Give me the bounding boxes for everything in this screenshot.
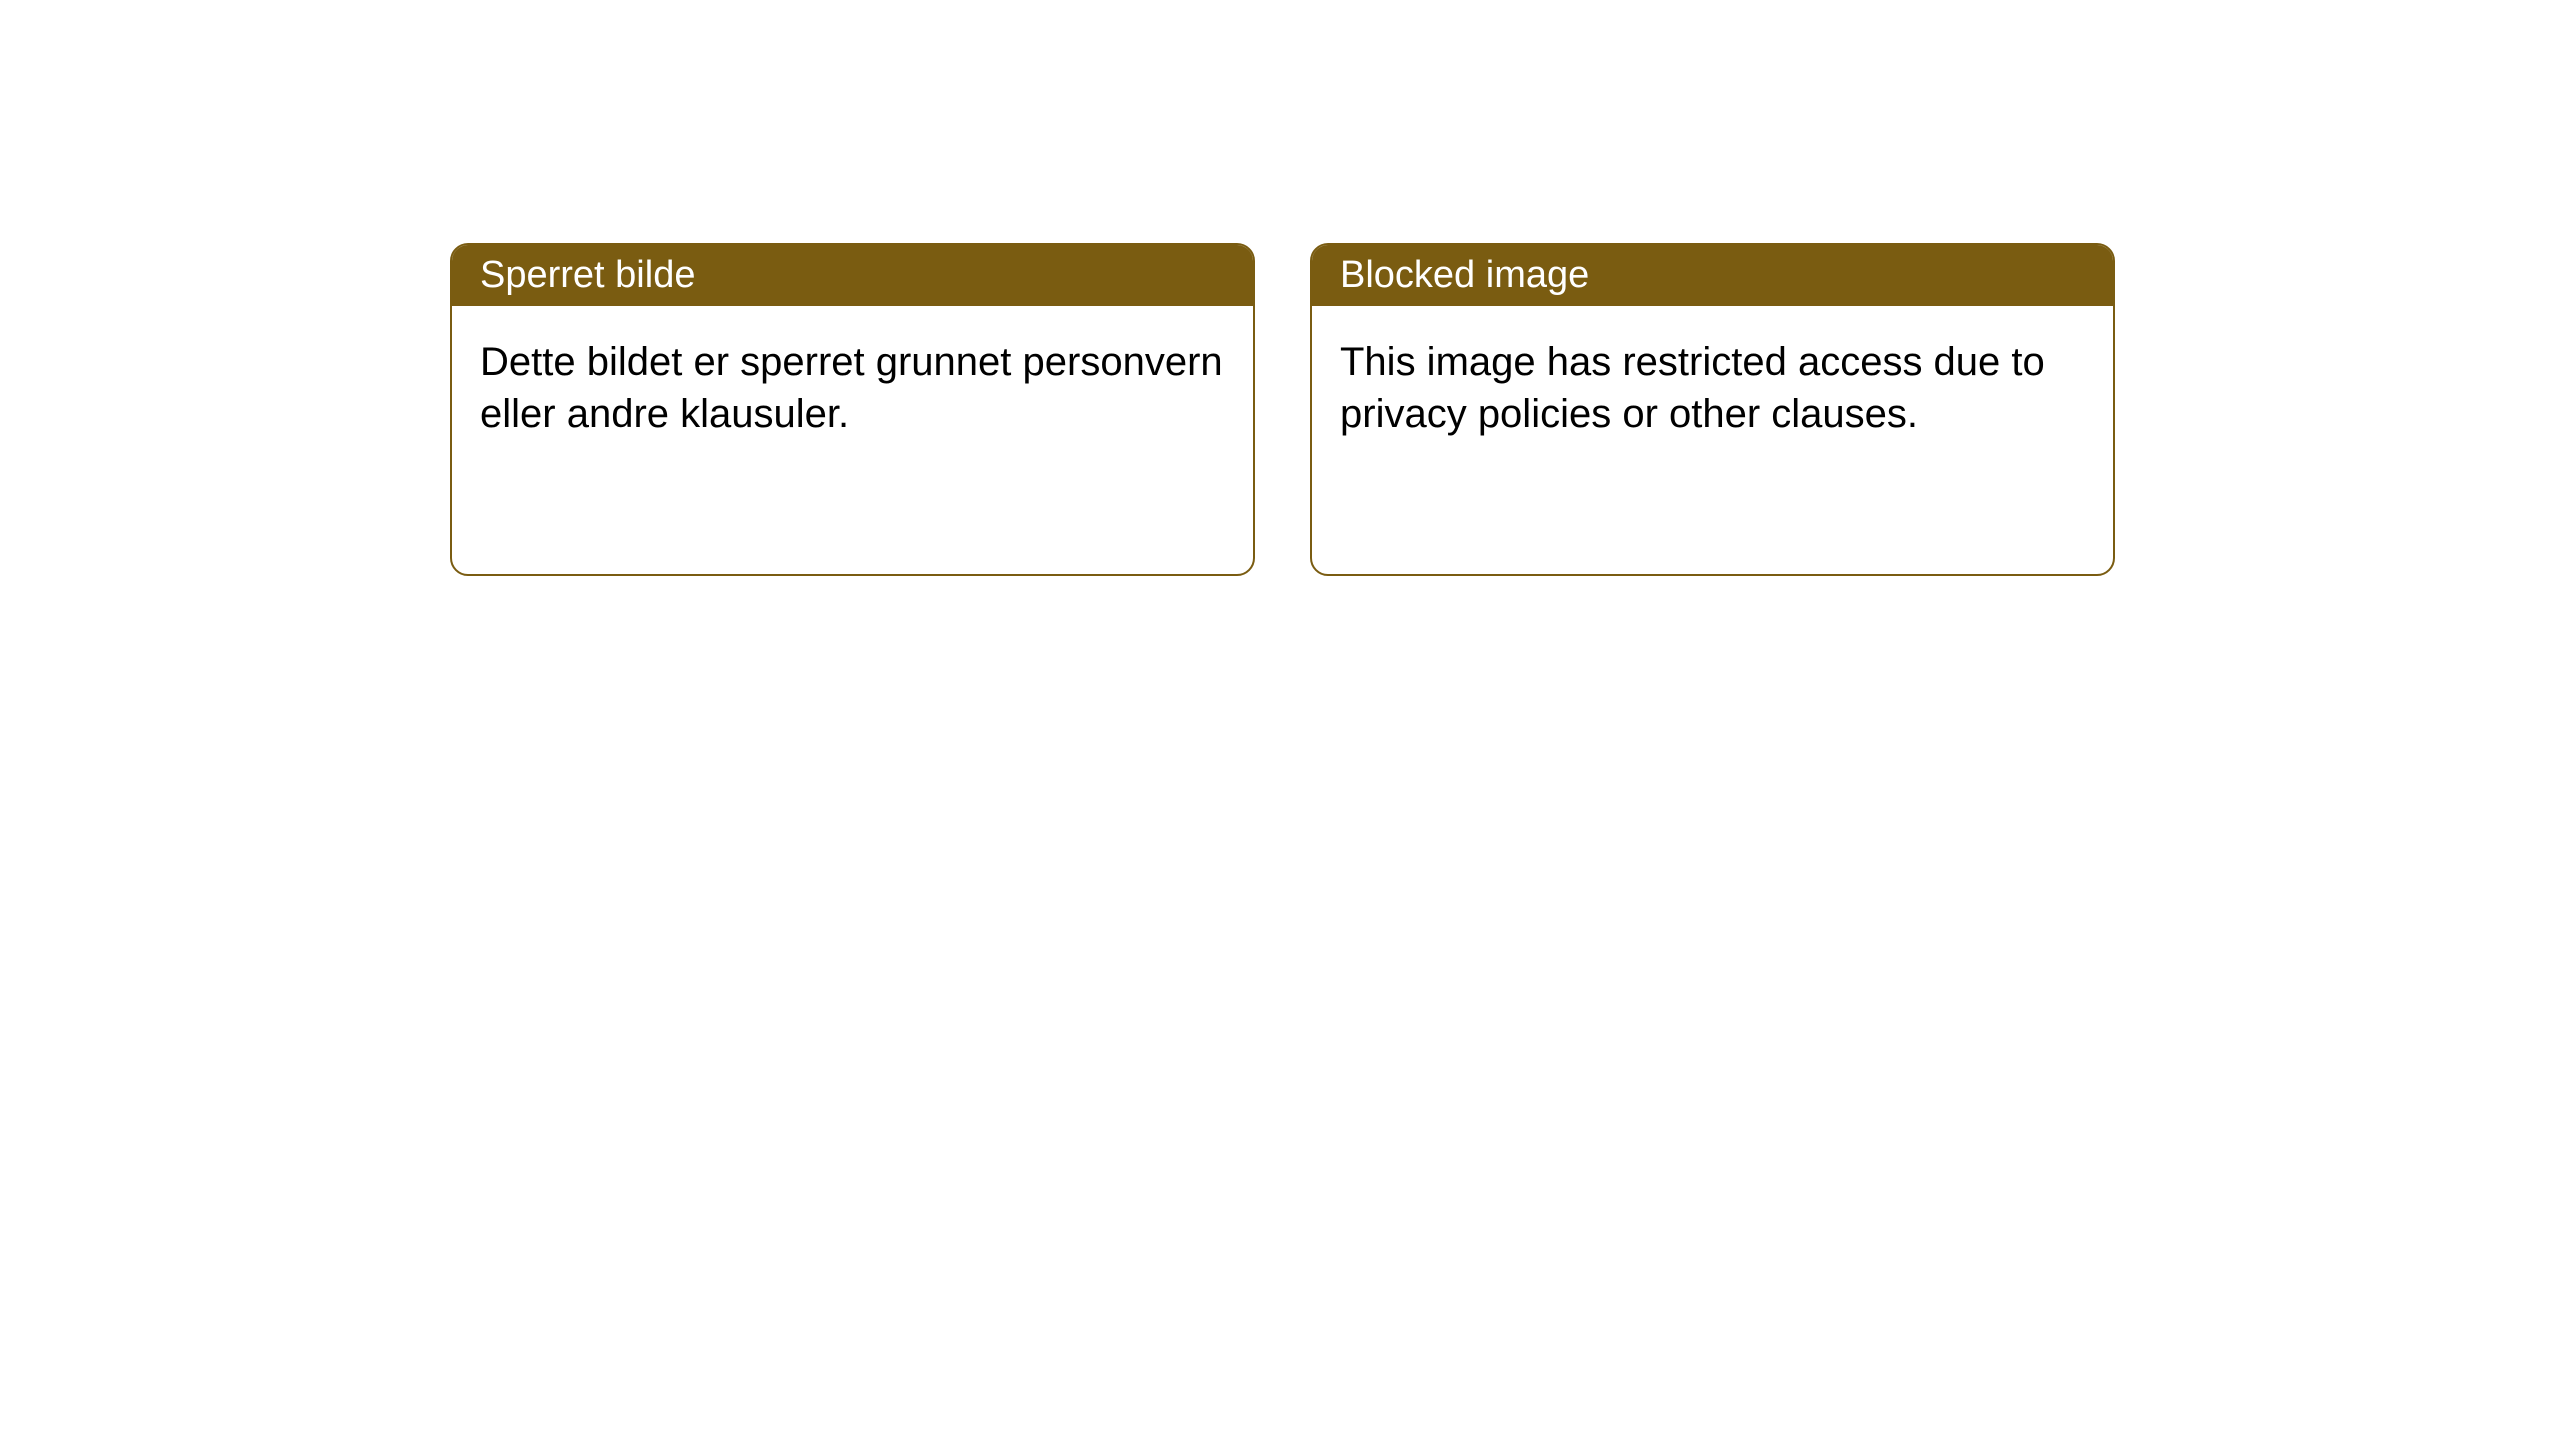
notice-title: Sperret bilde (480, 254, 695, 296)
notice-title: Blocked image (1340, 254, 1589, 296)
notice-body-text: Dette bildet er sperret grunnet personve… (480, 340, 1223, 436)
notice-body-text: This image has restricted access due to … (1340, 340, 2045, 436)
notice-body: This image has restricted access due to … (1312, 306, 2113, 470)
notice-box-norwegian: Sperret bilde Dette bildet er sperret gr… (450, 243, 1255, 576)
notice-header: Blocked image (1312, 245, 2113, 306)
notice-container: Sperret bilde Dette bildet er sperret gr… (450, 243, 2115, 576)
notice-body: Dette bildet er sperret grunnet personve… (452, 306, 1253, 470)
notice-box-english: Blocked image This image has restricted … (1310, 243, 2115, 576)
notice-header: Sperret bilde (452, 245, 1253, 306)
